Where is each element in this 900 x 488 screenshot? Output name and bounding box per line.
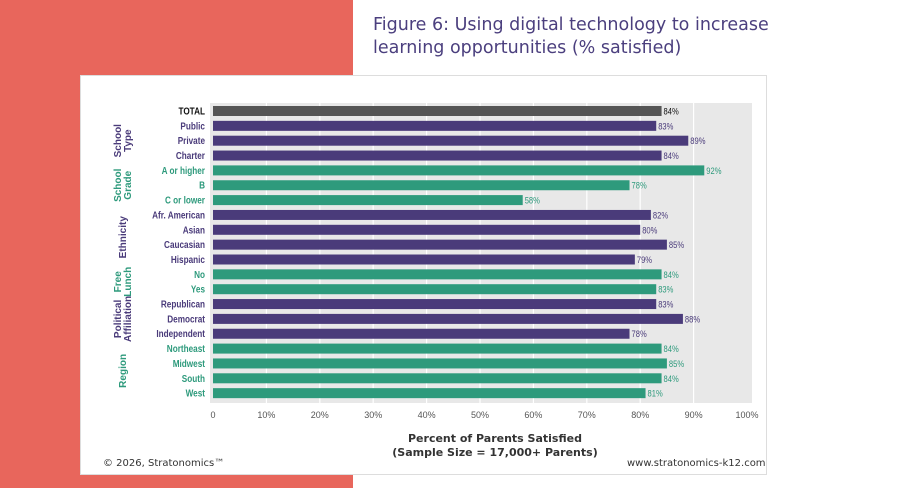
- category-label: Charter: [176, 150, 206, 161]
- data-label: 78%: [632, 328, 648, 339]
- category-label: West: [186, 388, 205, 399]
- x-axis-label: Percent of Parents Satisfied (Sample Siz…: [340, 432, 650, 460]
- category-label: C or lower: [165, 195, 205, 206]
- data-label: 79%: [637, 254, 653, 265]
- category-label: Asian: [183, 225, 206, 236]
- bar: [213, 180, 630, 191]
- data-label: 88%: [685, 314, 701, 325]
- category-label: Hispanic: [171, 254, 205, 265]
- group-label: Lunch: [123, 267, 134, 297]
- bar: [213, 120, 657, 131]
- bar: [213, 224, 641, 235]
- data-label: 84%: [664, 373, 680, 384]
- copyright: © 2026, Stratonomics™: [103, 458, 225, 469]
- bar: [213, 299, 657, 310]
- category-label: South: [182, 373, 206, 384]
- figure-title: Figure 6: Using digital technology to in…: [373, 15, 769, 58]
- x-tick-label: 0: [210, 410, 215, 420]
- bar: [213, 388, 646, 399]
- bar: [213, 284, 657, 295]
- bar: [213, 150, 662, 161]
- category-label: Democrat: [167, 314, 205, 325]
- data-label: 92%: [706, 165, 722, 176]
- category-label: No: [194, 269, 205, 280]
- data-label: 85%: [669, 239, 685, 250]
- bar: [213, 195, 523, 206]
- group-label: Type: [123, 129, 134, 152]
- website-url: www.stratonomics-k12.com: [627, 458, 766, 469]
- category-label: Midwest: [173, 358, 205, 369]
- group-label: Affiliation: [123, 296, 134, 342]
- bar: [213, 358, 667, 369]
- category-label: Afr. American: [152, 210, 205, 221]
- x-tick-label: 100%: [735, 410, 758, 420]
- bar: [213, 254, 635, 265]
- data-label: 83%: [658, 299, 674, 310]
- category-label: Yes: [191, 284, 205, 295]
- x-tick-label: 30%: [364, 410, 382, 420]
- category-label: Caucasian: [164, 239, 205, 250]
- bar: [213, 373, 662, 384]
- data-label: 84%: [664, 150, 680, 161]
- bar: [213, 239, 667, 250]
- category-label: Independent: [156, 329, 205, 340]
- category-label: TOTAL: [178, 106, 205, 117]
- data-label: 78%: [632, 180, 648, 191]
- x-axis-title: Percent of Parents Satisfied: [408, 432, 582, 445]
- bar: [213, 269, 662, 280]
- x-tick-label: 90%: [685, 410, 703, 420]
- group-label: School: [113, 124, 124, 158]
- group-label: Region: [118, 354, 129, 388]
- x-tick-label: 10%: [257, 410, 275, 420]
- x-tick-label: 40%: [418, 410, 436, 420]
- data-label: 82%: [653, 210, 669, 221]
- group-label: Free: [113, 271, 124, 293]
- category-label: Northeast: [167, 343, 205, 354]
- data-label: 58%: [525, 195, 541, 206]
- x-axis-subtitle: (Sample Size = 17,000+ Parents): [392, 446, 598, 459]
- data-label: 81%: [648, 388, 664, 399]
- x-tick-label: 60%: [524, 410, 542, 420]
- x-tick-label: 20%: [311, 410, 329, 420]
- x-tick-label: 70%: [578, 410, 596, 420]
- data-label: 80%: [642, 224, 658, 235]
- x-tick-label: 50%: [471, 410, 489, 420]
- data-label: 84%: [664, 269, 680, 280]
- category-label: B: [199, 180, 205, 191]
- category-label: Republican: [161, 299, 205, 310]
- bar: [213, 328, 630, 339]
- group-label: School: [113, 168, 124, 202]
- data-label: 83%: [658, 284, 674, 295]
- x-tick-label: 80%: [631, 410, 649, 420]
- group-label: Ethnicity: [118, 216, 129, 259]
- bar: [213, 313, 683, 324]
- data-label: 85%: [669, 358, 685, 369]
- bar: [213, 165, 705, 176]
- data-label: 84%: [664, 343, 680, 354]
- bar: [213, 106, 662, 116]
- group-label: Political: [113, 300, 124, 339]
- data-label: 89%: [690, 135, 706, 146]
- category-label: Private: [178, 135, 205, 146]
- bar: [213, 209, 651, 220]
- data-label: 84%: [664, 106, 680, 117]
- group-label: Grade: [123, 170, 134, 199]
- bar: [213, 135, 689, 146]
- category-label: A or higher: [162, 165, 206, 176]
- bar: [213, 343, 662, 354]
- data-label: 83%: [658, 121, 674, 132]
- category-label: Public: [180, 121, 205, 132]
